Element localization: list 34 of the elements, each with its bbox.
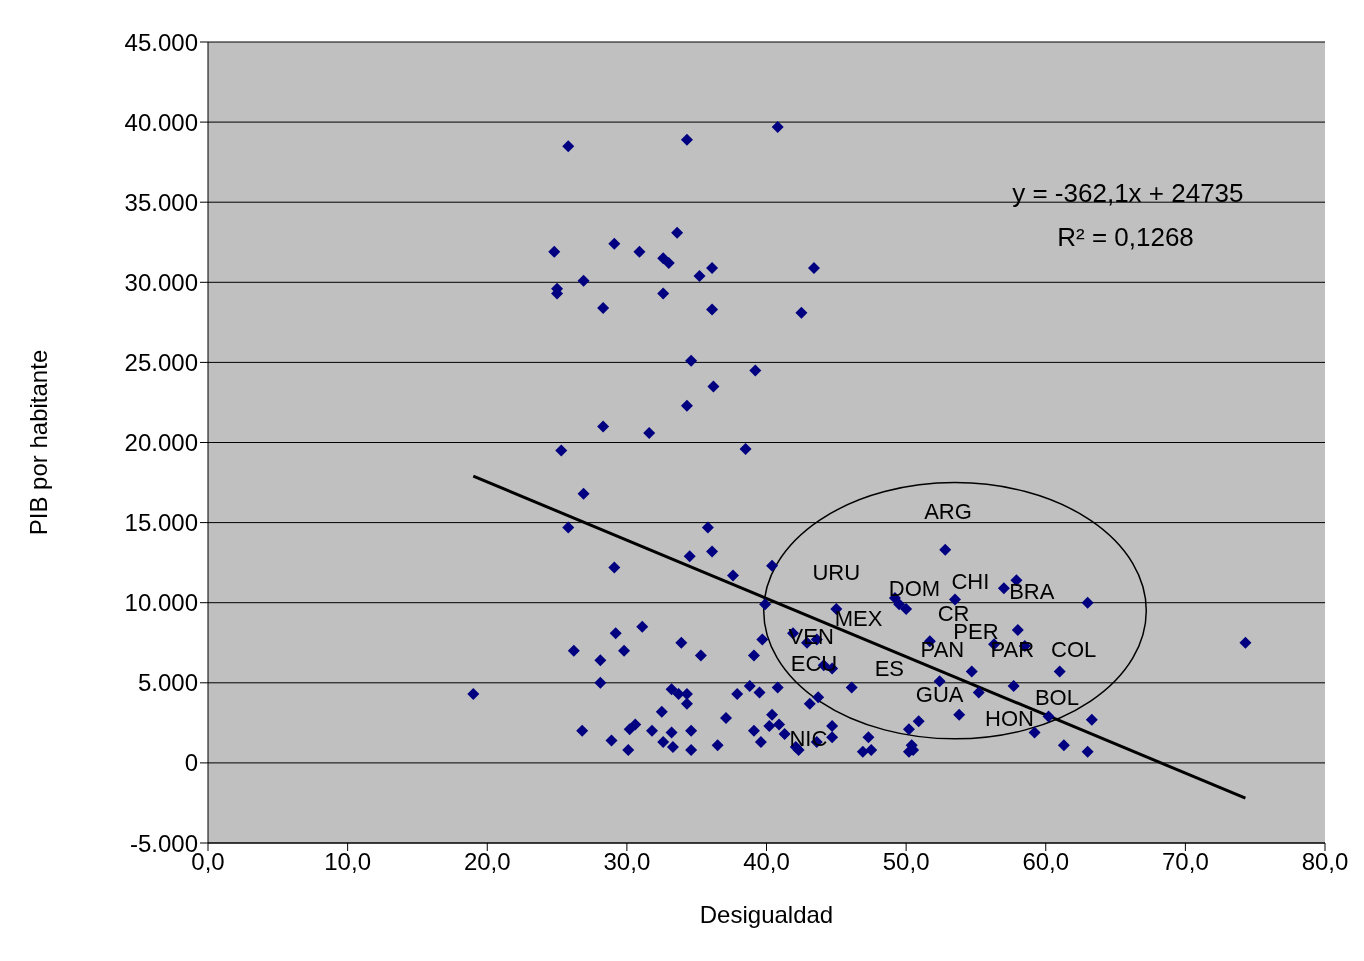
y-axis-title: PIB por habitante — [24, 349, 52, 536]
x-tick-label: 40,0 — [743, 848, 790, 876]
annotation: ARG — [924, 498, 972, 524]
y-tick-label: 20.000 — [124, 429, 198, 457]
y-tick-label: 0 — [184, 749, 198, 777]
x-tick-label: 30,0 — [603, 848, 651, 876]
x-axis-title: Desigualdad — [699, 901, 834, 928]
annotation: y = -362,1x + 24735 — [1012, 178, 1244, 209]
x-tick-label: 50,0 — [882, 848, 930, 876]
y-tick-label: 35.000 — [124, 188, 198, 216]
y-tick-label: 30.000 — [124, 268, 198, 296]
y-tick-label: 40.000 — [124, 108, 198, 136]
x-tick-label: 10,0 — [324, 848, 371, 876]
y-tick-label: 45.000 — [124, 28, 198, 56]
annotation: COL — [1051, 636, 1097, 662]
annotation: URU — [812, 559, 861, 585]
x-tick-label: 80,0 — [1301, 848, 1349, 876]
y-tick-label: 25.000 — [124, 348, 198, 376]
x-tick-label: 60,0 — [1022, 848, 1070, 876]
annotation: BRA — [1009, 578, 1055, 604]
annotation: GUA — [915, 681, 964, 707]
annotation: CHI — [951, 569, 990, 595]
y-tick-label: 10.000 — [124, 589, 198, 617]
x-tick-label: 70,0 — [1162, 848, 1209, 876]
annotation: BOL — [1034, 684, 1079, 710]
annotation: R² = 0,1268 — [1057, 222, 1194, 253]
annotation: MEX — [834, 606, 883, 632]
annotation: ES — [874, 655, 905, 681]
y-tick-label: 5.000 — [137, 669, 198, 697]
y-tick-label: 15.000 — [124, 509, 198, 537]
annotation: DOM — [888, 575, 941, 601]
annotation: HON — [985, 705, 1034, 731]
annotation: NIC — [789, 726, 828, 752]
x-tick-label: 20,0 — [463, 848, 511, 876]
